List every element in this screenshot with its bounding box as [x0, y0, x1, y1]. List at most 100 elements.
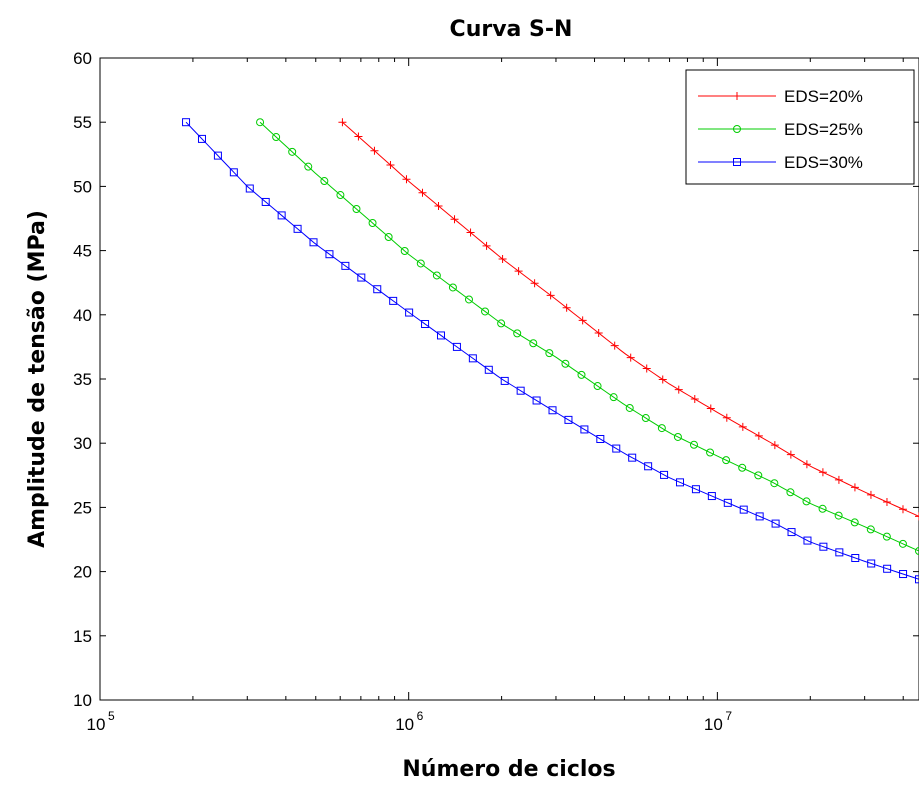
- data-point-marker: [882, 532, 891, 541]
- data-point-marker: [738, 422, 747, 431]
- data-point-marker: [213, 151, 222, 160]
- data-point-marker: [850, 483, 859, 492]
- data-point-marker: [834, 511, 843, 520]
- data-point-marker: [642, 364, 651, 373]
- data-point-marker: [818, 504, 827, 513]
- data-point-marker: [866, 525, 875, 534]
- data-point-marker: [261, 197, 270, 206]
- legend-entry: EDS=25%: [698, 120, 863, 139]
- data-point-marker: [481, 307, 490, 316]
- data-point-marker: [690, 395, 699, 404]
- data-point-marker: [706, 448, 715, 457]
- data-point-marker: [754, 471, 763, 480]
- y-tick-label: 50: [73, 177, 92, 196]
- data-point-marker: [641, 414, 650, 423]
- data-point-marker: [197, 134, 206, 143]
- y-tick-label: 40: [73, 306, 92, 325]
- data-point-marker: [182, 118, 191, 127]
- data-point-marker: [421, 319, 430, 328]
- data-point-marker: [578, 316, 587, 325]
- data-point-marker: [675, 478, 684, 487]
- data-point-marker: [787, 528, 796, 537]
- data-point-marker: [418, 188, 427, 197]
- y-tick-label: 45: [73, 242, 92, 261]
- data-point-marker: [357, 273, 366, 282]
- data-point-marker: [341, 261, 350, 270]
- legend: EDS=20% EDS=25% EDS=30%: [685, 69, 915, 185]
- data-point-marker: [400, 246, 409, 255]
- data-point-marker: [320, 177, 329, 186]
- y-tick-label: 20: [73, 563, 92, 582]
- data-point-marker: [834, 475, 843, 484]
- data-point-marker: [755, 512, 764, 521]
- data-point-marker: [626, 353, 635, 362]
- y-tick-label: 55: [73, 113, 92, 132]
- legend-box: [685, 69, 915, 185]
- data-point-marker: [514, 267, 523, 276]
- data-point-marker: [722, 456, 731, 465]
- data-point-marker: [770, 479, 779, 488]
- series-layer: [182, 118, 919, 584]
- series-3: [182, 118, 919, 584]
- data-point-marker: [530, 279, 539, 288]
- data-point-marker: [352, 205, 361, 214]
- data-point-marker: [594, 329, 603, 338]
- data-point-marker: [866, 490, 875, 499]
- data-point-marker: [770, 441, 779, 450]
- data-point-marker: [532, 396, 541, 405]
- data-point-marker: [689, 440, 698, 449]
- data-point-marker: [513, 329, 522, 338]
- x-tick-exponent: 6: [417, 709, 424, 723]
- data-point-marker: [915, 512, 919, 521]
- data-point-marker: [867, 559, 876, 568]
- data-point-marker: [786, 488, 795, 497]
- data-point-marker: [739, 505, 748, 514]
- data-point-marker: [368, 219, 377, 228]
- legend-label: EDS=25%: [784, 120, 863, 139]
- x-axis-label: Número de ciclos: [402, 757, 615, 782]
- data-point-marker: [674, 385, 683, 394]
- data-point-marker: [851, 554, 860, 563]
- data-point-marker: [434, 201, 443, 210]
- data-point-marker: [338, 118, 347, 127]
- data-point-marker: [500, 376, 509, 385]
- data-point-marker: [577, 370, 586, 379]
- data-point-marker: [723, 498, 732, 507]
- data-point-marker: [373, 285, 382, 294]
- data-point-marker: [482, 241, 491, 250]
- legend-label: EDS=30%: [784, 153, 863, 172]
- x-tick-label: 10: [704, 715, 723, 734]
- data-point-marker: [660, 470, 669, 479]
- data-point-marker: [657, 424, 666, 433]
- data-point-marker: [464, 295, 473, 304]
- data-point-marker: [707, 492, 716, 501]
- x-tick-exponent: 7: [725, 709, 732, 723]
- data-point-marker: [245, 184, 254, 193]
- data-point-marker: [484, 365, 493, 374]
- data-point-marker: [733, 125, 741, 133]
- data-point-marker: [546, 291, 555, 300]
- data-point-marker: [915, 575, 919, 584]
- data-point-marker: [468, 354, 477, 363]
- data-point-marker: [898, 539, 907, 548]
- data-point-marker: [628, 453, 637, 462]
- data-point-marker: [450, 215, 459, 224]
- legend-entry: EDS=30%: [698, 153, 863, 172]
- data-point-marker: [883, 564, 892, 573]
- data-point-marker: [545, 349, 554, 358]
- x-tick-label: 10: [87, 715, 106, 734]
- data-point-marker: [564, 415, 573, 424]
- data-point-marker: [386, 161, 395, 170]
- legend-entry: EDS=20%: [698, 87, 863, 106]
- data-point-marker: [673, 432, 682, 441]
- data-point-marker: [609, 393, 618, 402]
- data-point-marker: [612, 444, 621, 453]
- data-point-marker: [466, 228, 475, 237]
- data-point-marker: [658, 375, 667, 384]
- data-point-marker: [593, 382, 602, 391]
- data-point-marker: [336, 191, 345, 200]
- data-point-marker: [835, 548, 844, 557]
- legend-label: EDS=20%: [784, 87, 863, 106]
